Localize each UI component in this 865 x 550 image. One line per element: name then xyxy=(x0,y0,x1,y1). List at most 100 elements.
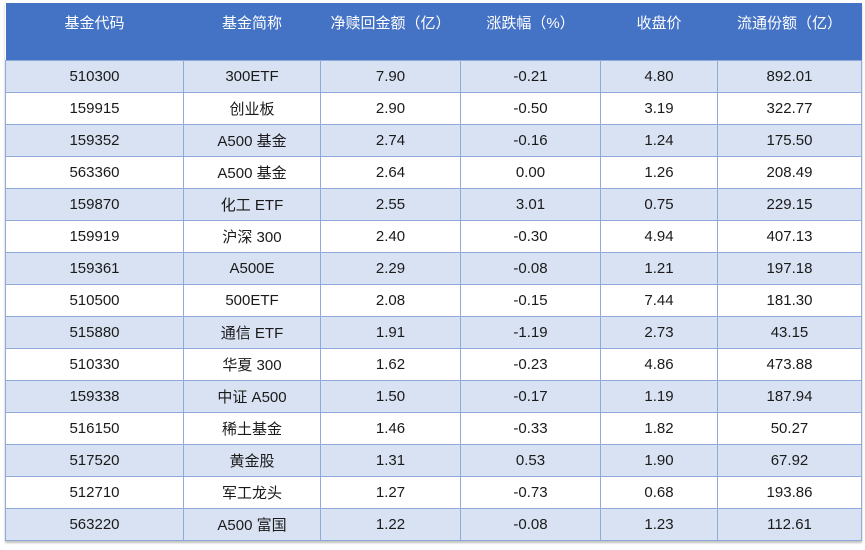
table-cell: 1.82 xyxy=(600,411,718,445)
table-cell: 华夏 300 xyxy=(183,347,321,381)
table-cell: -0.15 xyxy=(460,283,601,317)
table-cell: 黄金股 xyxy=(183,443,321,477)
table-cell: 187.94 xyxy=(717,379,862,413)
table-cell: 沪深 300 xyxy=(183,219,321,253)
table-cell: 510500 xyxy=(5,283,184,317)
table-cell: 0.75 xyxy=(600,187,718,221)
table-cell: 3.01 xyxy=(460,187,601,221)
table-cell: 1.23 xyxy=(600,507,718,541)
table-cell: 1.31 xyxy=(320,443,461,477)
table-cell: 通信 ETF xyxy=(183,315,321,349)
table-cell: 500ETF xyxy=(183,283,321,317)
table-cell: 1.90 xyxy=(600,443,718,477)
table-cell: 3.19 xyxy=(600,91,718,125)
table-row: 510300 300ETF 7.90 -0.21 4.80 892.01 xyxy=(5,59,862,93)
table-cell: 516150 xyxy=(5,411,184,445)
table-cell: 159919 xyxy=(5,219,184,253)
table-row: 517520 黄金股 1.31 0.53 1.90 67.92 xyxy=(5,443,862,477)
table-cell: 稀土基金 xyxy=(183,411,321,445)
header-cell-fund-code: 基金代码 xyxy=(5,3,184,60)
table-row: 510500 500ETF 2.08 -0.15 7.44 181.30 xyxy=(5,283,862,317)
table-cell: -0.21 xyxy=(460,59,601,93)
table-cell: 0.00 xyxy=(460,155,601,189)
table-cell: 1.26 xyxy=(600,155,718,189)
table-cell: 473.88 xyxy=(717,347,862,381)
table-cell: -0.23 xyxy=(460,347,601,381)
table-cell: 化工 ETF xyxy=(183,187,321,221)
table-cell: -0.16 xyxy=(460,123,601,157)
table-cell: 515880 xyxy=(5,315,184,349)
table-cell: A500E xyxy=(183,251,321,285)
table-cell: 创业板 xyxy=(183,91,321,125)
table-cell: 159870 xyxy=(5,187,184,221)
fund-table-container: 基金代码 基金简称 净赎回金额（亿） 涨跌幅（%） 收盘价 流通份额（亿） 51… xyxy=(5,3,862,541)
table-cell: 563220 xyxy=(5,507,184,541)
table-row: 563220 A500 富国 1.22 -0.08 1.23 112.61 xyxy=(5,507,862,541)
table-cell: 0.68 xyxy=(600,475,718,509)
table-cell: 159338 xyxy=(5,379,184,413)
table-cell: 1.46 xyxy=(320,411,461,445)
table-cell: 4.80 xyxy=(600,59,718,93)
table-cell: 159361 xyxy=(5,251,184,285)
table-cell: -0.17 xyxy=(460,379,601,413)
table-cell: 229.15 xyxy=(717,187,862,221)
table-cell: 512710 xyxy=(5,475,184,509)
table-cell: 军工龙头 xyxy=(183,475,321,509)
header-cell-close-price: 收盘价 xyxy=(600,3,718,60)
table-cell: 50.27 xyxy=(717,411,862,445)
header-cell-float-shares: 流通份额（亿） xyxy=(717,3,862,60)
table-cell: 2.74 xyxy=(320,123,461,157)
table-cell: 43.15 xyxy=(717,315,862,349)
table-cell: A500 基金 xyxy=(183,155,321,189)
table-cell: 7.44 xyxy=(600,283,718,317)
table-row: 516150 稀土基金 1.46 -0.33 1.82 50.27 xyxy=(5,411,862,445)
table-cell: 1.27 xyxy=(320,475,461,509)
table-cell: 300ETF xyxy=(183,59,321,93)
header-row: 基金代码 基金简称 净赎回金额（亿） 涨跌幅（%） 收盘价 流通份额（亿） xyxy=(5,3,862,60)
table-cell: 517520 xyxy=(5,443,184,477)
table-cell: -0.08 xyxy=(460,251,601,285)
table-row: 159919 沪深 300 2.40 -0.30 4.94 407.13 xyxy=(5,219,862,253)
table-row: 515880 通信 ETF 1.91 -1.19 2.73 43.15 xyxy=(5,315,862,349)
table-cell: 510300 xyxy=(5,59,184,93)
table-cell: 0.53 xyxy=(460,443,601,477)
table-row: 159915 创业板 2.90 -0.50 3.19 322.77 xyxy=(5,91,862,125)
table-cell: A500 富国 xyxy=(183,507,321,541)
table-cell: 181.30 xyxy=(717,283,862,317)
table-cell: -0.08 xyxy=(460,507,601,541)
table-cell: 1.22 xyxy=(320,507,461,541)
table-cell: 4.94 xyxy=(600,219,718,253)
table-cell: 2.29 xyxy=(320,251,461,285)
table-cell: 4.86 xyxy=(600,347,718,381)
table-row: 512710 军工龙头 1.27 -0.73 0.68 193.86 xyxy=(5,475,862,509)
table-cell: -0.50 xyxy=(460,91,601,125)
table-cell: 1.19 xyxy=(600,379,718,413)
table-cell: 193.86 xyxy=(717,475,862,509)
table-cell: 322.77 xyxy=(717,91,862,125)
table-cell: 159915 xyxy=(5,91,184,125)
table-cell: 中证 A500 xyxy=(183,379,321,413)
table-cell: -1.19 xyxy=(460,315,601,349)
table-cell: -0.73 xyxy=(460,475,601,509)
table-cell: 2.64 xyxy=(320,155,461,189)
table-row: 159352 A500 基金 2.74 -0.16 1.24 175.50 xyxy=(5,123,862,157)
table-cell: 197.18 xyxy=(717,251,862,285)
table-cell: 2.73 xyxy=(600,315,718,349)
table-cell: 159352 xyxy=(5,123,184,157)
table-cell: 510330 xyxy=(5,347,184,381)
table-row: 510330 华夏 300 1.62 -0.23 4.86 473.88 xyxy=(5,347,862,381)
table-cell: 175.50 xyxy=(717,123,862,157)
table-row: 563360 A500 基金 2.64 0.00 1.26 208.49 xyxy=(5,155,862,189)
table-cell: -0.33 xyxy=(460,411,601,445)
table-cell: -0.30 xyxy=(460,219,601,253)
table-row: 159361 A500E 2.29 -0.08 1.21 197.18 xyxy=(5,251,862,285)
table-cell: 1.62 xyxy=(320,347,461,381)
header-cell-change-pct: 涨跌幅（%） xyxy=(460,3,601,60)
fund-table-body: 510300 300ETF 7.90 -0.21 4.80 892.01 159915 创业板… xyxy=(5,59,862,541)
table-cell: 112.61 xyxy=(717,507,862,541)
header-cell-fund-name: 基金简称 xyxy=(183,3,321,60)
header-cell-net-redemption: 净赎回金额（亿） xyxy=(320,3,461,60)
table-cell: 208.49 xyxy=(717,155,862,189)
table-cell: 2.40 xyxy=(320,219,461,253)
table-cell: 2.08 xyxy=(320,283,461,317)
